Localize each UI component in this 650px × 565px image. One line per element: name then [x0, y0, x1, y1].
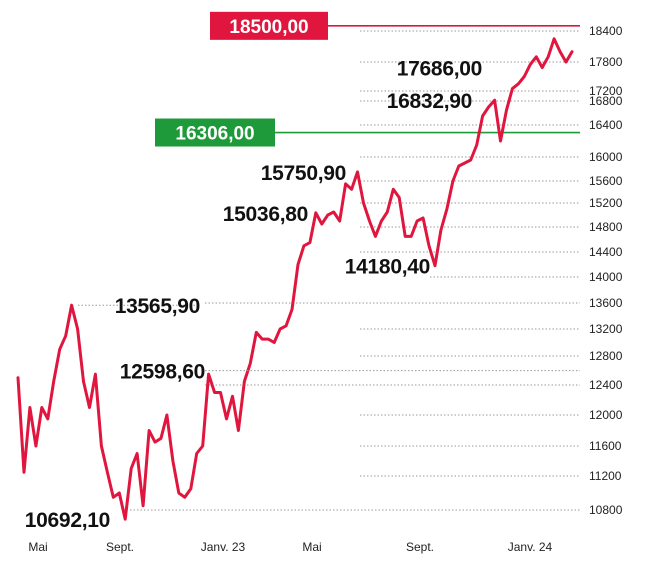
y-tick-label: 12000: [589, 408, 623, 422]
x-tick-label: Mai: [28, 540, 47, 554]
y-tick-label: 17800: [589, 55, 623, 69]
y-tick-label: 10800: [589, 503, 623, 517]
y-tick-label: 11200: [589, 469, 622, 483]
y-tick-label: 16000: [589, 150, 623, 164]
resistance-level-label: 18500,00: [229, 17, 308, 38]
x-axis: Mai Sept. Janv. 23 Mai Sept. Janv. 24: [28, 540, 552, 554]
y-tick-label: 14000: [589, 270, 623, 284]
x-tick-label: Janv. 24: [508, 540, 553, 554]
x-tick-label: Mai: [302, 540, 321, 554]
annotation-label: 17686,00: [397, 58, 482, 81]
y-axis: 10800 11200 11600 12000 12400 12800 13200 13600…: [589, 24, 623, 517]
x-tick-label: Janv. 23: [201, 540, 246, 554]
x-tick-label: Sept.: [106, 540, 134, 554]
y-tick-label: 15200: [589, 196, 623, 210]
resistance-level-badge: [210, 11, 328, 40]
y-tick-label: 13200: [589, 322, 623, 336]
annotation-label: 13565,90: [115, 295, 200, 318]
annotation-label: 12598,60: [120, 361, 205, 384]
y-tick-label: 11600: [589, 439, 622, 453]
grid-lines: [130, 30, 580, 511]
y-tick-label: 12400: [589, 378, 623, 392]
support-level-badge: [155, 118, 275, 147]
y-tick-label: 13600: [589, 296, 623, 310]
annotation-label: 10692,10: [25, 509, 110, 532]
annotation-label: 16832,90: [387, 90, 472, 113]
y-tick-label: 17200: [589, 84, 623, 98]
y-tick-label: 14400: [589, 245, 623, 259]
y-tick-label: 12800: [589, 349, 623, 363]
annotation-label: 15036,80: [223, 203, 308, 226]
support-level-label: 16306,00: [175, 124, 254, 145]
y-tick-label: 18400: [589, 24, 623, 38]
y-tick-label: 14800: [589, 220, 623, 234]
y-tick-label: 16400: [589, 118, 623, 132]
level-lines: 18500,00 16306,00: [155, 11, 580, 147]
price-series-line: [16, 37, 574, 521]
x-tick-label: Sept.: [406, 540, 434, 554]
y-tick-label: 16800: [589, 94, 623, 108]
annotations: 17686,00 16832,90 15750,90 15036,80 14180,40…: [25, 58, 580, 532]
annotation-label: 14180,40: [345, 256, 430, 279]
y-tick-label: 15600: [589, 174, 623, 188]
annotation-label: 15750,90: [261, 162, 346, 185]
series-line-group: [16, 37, 574, 521]
